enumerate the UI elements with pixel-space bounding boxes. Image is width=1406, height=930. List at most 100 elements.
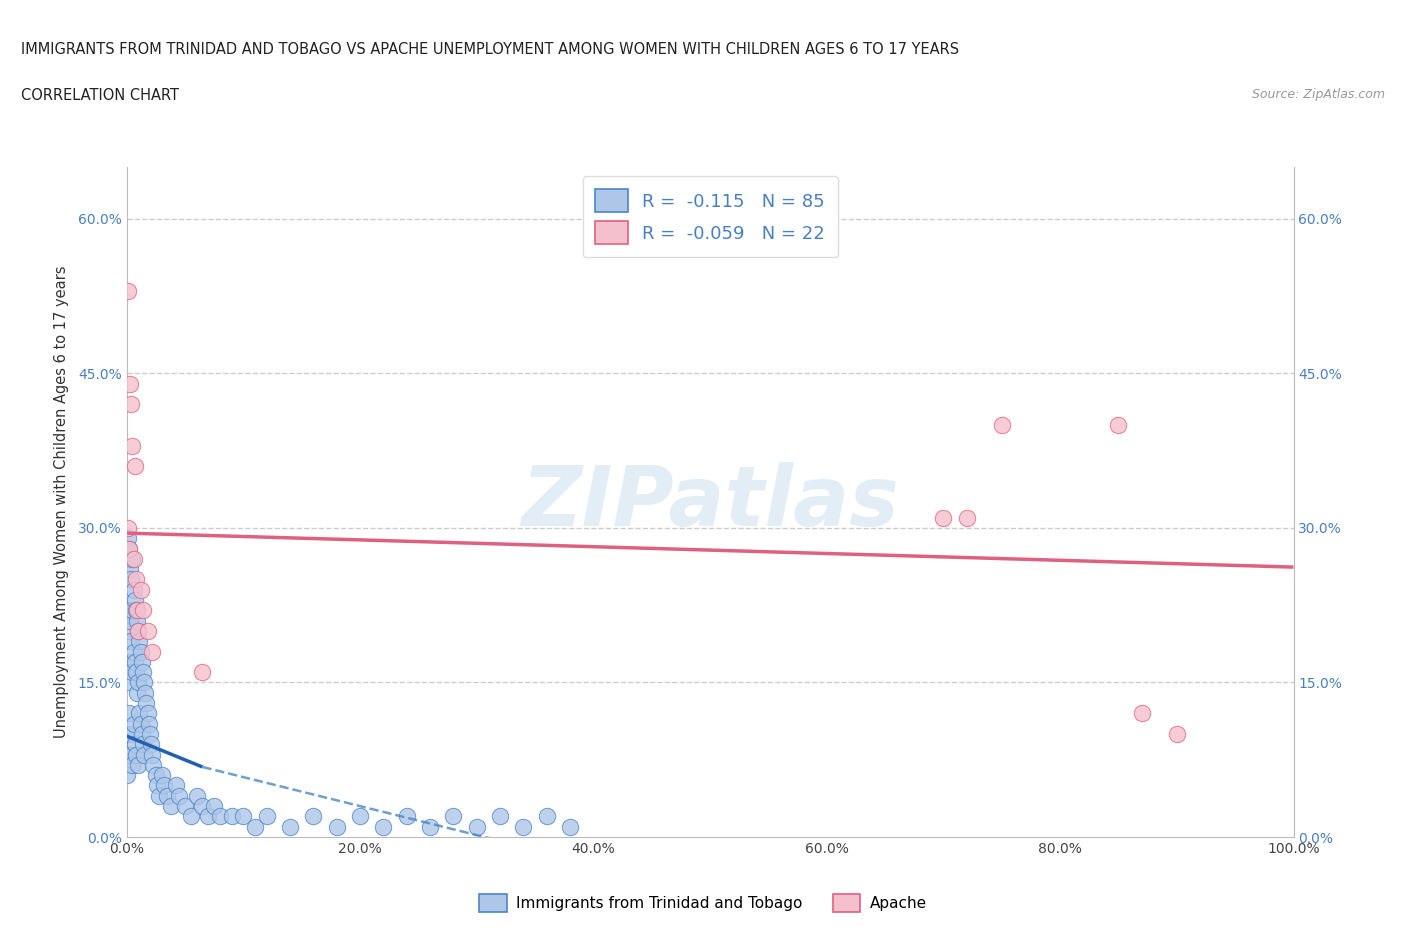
Point [124, 592, 146, 607]
Point [180, 809, 202, 824]
Point [121, 551, 143, 566]
Point [127, 675, 149, 690]
Point [128, 706, 150, 721]
Point [122, 582, 145, 597]
Point [125, 603, 148, 618]
Point [122, 644, 145, 659]
Point [141, 644, 163, 659]
Point [118, 623, 141, 638]
Point [117, 675, 139, 690]
Point [512, 819, 534, 834]
Point [191, 665, 214, 680]
Point [115, 726, 138, 741]
Point [465, 819, 488, 834]
Point [121, 757, 143, 772]
Point [1166, 726, 1188, 741]
Point [990, 418, 1012, 432]
Point [118, 541, 141, 556]
Point [120, 397, 142, 412]
Point [127, 623, 149, 638]
Point [956, 511, 979, 525]
Point [167, 789, 190, 804]
Point [124, 737, 146, 751]
Point [128, 634, 150, 649]
Point [118, 655, 141, 670]
Point [125, 613, 148, 628]
Point [121, 438, 143, 453]
Point [120, 572, 142, 587]
Point [122, 551, 145, 566]
Point [165, 778, 187, 793]
Y-axis label: Unemployment Among Women with Children Ages 6 to 17 years: Unemployment Among Women with Children A… [55, 266, 69, 738]
Point [132, 737, 155, 751]
Point [121, 665, 143, 680]
Point [146, 778, 169, 793]
Point [125, 603, 148, 618]
Point [117, 521, 139, 536]
Point [115, 747, 138, 762]
Point [148, 789, 170, 804]
Point [127, 623, 149, 638]
Point [121, 603, 143, 618]
Text: CORRELATION CHART: CORRELATION CHART [21, 88, 179, 103]
Point [117, 603, 139, 618]
Point [141, 747, 163, 762]
Point [208, 809, 231, 824]
Point [118, 613, 141, 628]
Text: IMMIGRANTS FROM TRINIDAD AND TOBAGO VS APACHE UNEMPLOYMENT AMONG WOMEN WITH CHIL: IMMIGRANTS FROM TRINIDAD AND TOBAGO VS A… [21, 42, 959, 57]
Point [278, 819, 301, 834]
Point [122, 716, 145, 731]
Point [139, 726, 162, 741]
Point [202, 799, 225, 814]
Point [125, 665, 148, 680]
Point [124, 655, 146, 670]
Point [139, 737, 162, 751]
Point [136, 706, 159, 721]
Point [127, 757, 149, 772]
Point [118, 747, 141, 762]
Point [132, 747, 155, 762]
Point [302, 809, 325, 824]
Point [134, 685, 156, 700]
Point [174, 799, 197, 814]
Point [142, 757, 165, 772]
Point [129, 644, 152, 659]
Point [124, 458, 146, 473]
Point [349, 809, 371, 824]
Point [191, 799, 214, 814]
Point [395, 809, 418, 824]
Point [132, 603, 155, 618]
Point [419, 819, 441, 834]
Point [232, 809, 254, 824]
Point [197, 809, 219, 824]
Point [932, 511, 955, 525]
Point [135, 696, 157, 711]
Point [150, 768, 173, 783]
Point [125, 685, 148, 700]
Point [120, 634, 142, 649]
Point [120, 726, 142, 741]
Point [138, 716, 160, 731]
Point [221, 809, 243, 824]
Point [145, 768, 167, 783]
Point [325, 819, 347, 834]
Point [489, 809, 512, 824]
Point [1108, 418, 1130, 432]
Point [118, 706, 141, 721]
Text: ZIPatlas: ZIPatlas [522, 461, 898, 543]
Point [136, 623, 159, 638]
Point [117, 284, 139, 299]
Point [1130, 706, 1153, 721]
Point [118, 377, 141, 392]
Point [125, 572, 148, 587]
Point [129, 716, 152, 731]
Point [118, 541, 141, 556]
Point [373, 819, 395, 834]
Point [243, 819, 266, 834]
Point [153, 778, 176, 793]
Point [160, 799, 183, 814]
Point [132, 665, 155, 680]
Point [156, 789, 179, 804]
Point [125, 747, 148, 762]
Point [536, 809, 558, 824]
